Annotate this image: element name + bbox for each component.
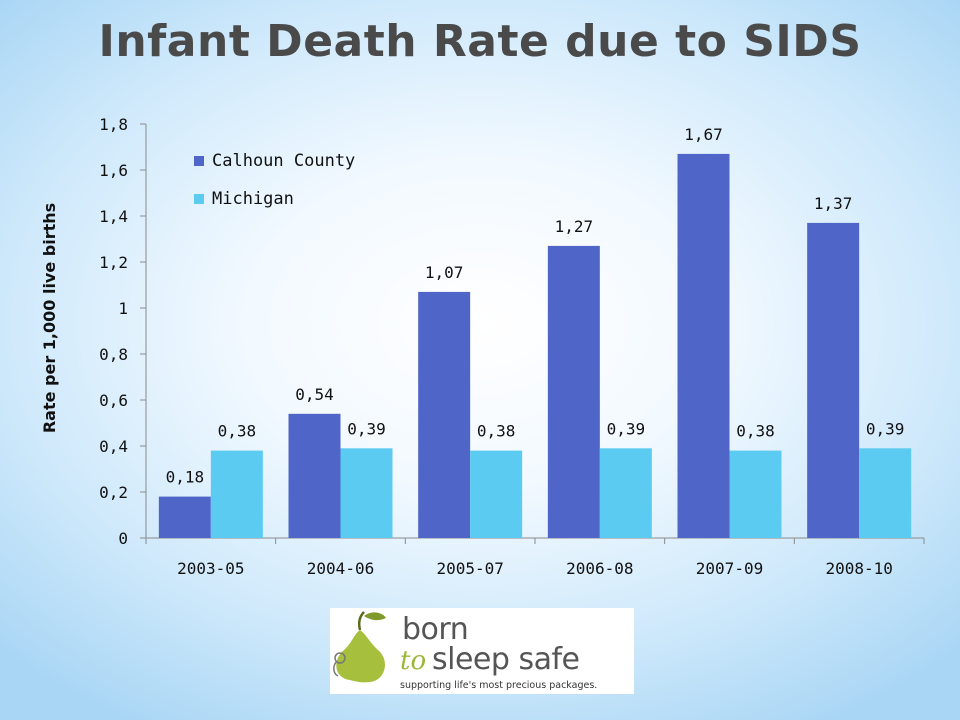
logo-tagline: supporting life's most precious packages…	[400, 680, 598, 691]
data-labels: 0,18 0,38 0,54 0,39 1,07 0,38 1,27 0,39 1,67 0,38…	[166, 125, 905, 487]
data-label: 0,54	[295, 385, 334, 404]
bar-calhoun	[418, 291, 471, 538]
data-label: 1,67	[684, 125, 723, 144]
bar-calhoun	[677, 153, 730, 538]
data-label: 0,38	[477, 422, 516, 441]
legend-swatch	[194, 194, 204, 204]
bar-michigan	[729, 450, 782, 538]
data-label: 0,18	[166, 468, 205, 487]
legend-swatch	[194, 156, 204, 166]
legend-entry: Calhoun County	[212, 151, 355, 171]
logo-words-sleep-safe: sleep safe	[432, 642, 580, 677]
data-label: 0,39	[347, 419, 386, 438]
logo-word-to: to	[400, 646, 427, 676]
chart-title: Infant Death Rate due to SIDS	[98, 16, 862, 67]
y-tick-label: 0	[118, 529, 128, 548]
bar-calhoun	[158, 496, 211, 538]
bar-michigan	[340, 448, 393, 538]
bar-michigan	[859, 448, 912, 538]
x-tick-label: 2003-05	[177, 559, 244, 578]
x-tick-label: 2005-07	[436, 559, 503, 578]
pear-icon	[333, 611, 386, 683]
x-tick-label: 2008-10	[825, 559, 892, 578]
data-label: 1,37	[814, 194, 853, 213]
data-label: 0,39	[607, 419, 646, 438]
y-tick-label: 0,4	[99, 437, 128, 456]
data-label: 1,27	[555, 217, 594, 236]
x-tick-label: 2007-09	[696, 559, 763, 578]
y-tick-label: 1,2	[99, 253, 128, 272]
y-tick-label: 1	[118, 299, 128, 318]
y-tick-label: 0,6	[99, 391, 128, 410]
data-label: 1,07	[425, 263, 464, 282]
bar-calhoun	[807, 222, 860, 538]
y-tick-label: 1,4	[99, 207, 128, 226]
legend: Calhoun County Michigan	[194, 151, 355, 209]
data-label: 0,39	[866, 419, 905, 438]
data-label: 0,38	[218, 422, 257, 441]
y-axis-label: Rate per 1,000 live births	[40, 203, 59, 433]
bar-michigan	[599, 448, 652, 538]
x-tick-label: 2006-08	[566, 559, 633, 578]
y-tick-label: 1,6	[99, 161, 128, 180]
bar-calhoun	[547, 245, 600, 538]
y-tick-label: 0,8	[99, 345, 128, 364]
bar-calhoun	[288, 413, 341, 538]
born-to-sleep-safe-logo: born to sleep safe supporting life's mos…	[330, 608, 634, 694]
x-tick-label: 2004-06	[307, 559, 374, 578]
legend-entry: Michigan	[212, 189, 294, 209]
bars	[158, 153, 912, 538]
data-label: 0,38	[736, 422, 775, 441]
y-tick-label: 0,2	[99, 483, 128, 502]
bar-michigan	[470, 450, 523, 538]
y-tick-label: 1,8	[99, 115, 128, 134]
logo-word-born: born	[402, 612, 469, 647]
bar-michigan	[210, 450, 263, 538]
axes: 0 0,2 0,4 0,6 0,8 1 1,2 1,4 1,6 1,8 2003-05 2004-06…	[99, 115, 925, 578]
